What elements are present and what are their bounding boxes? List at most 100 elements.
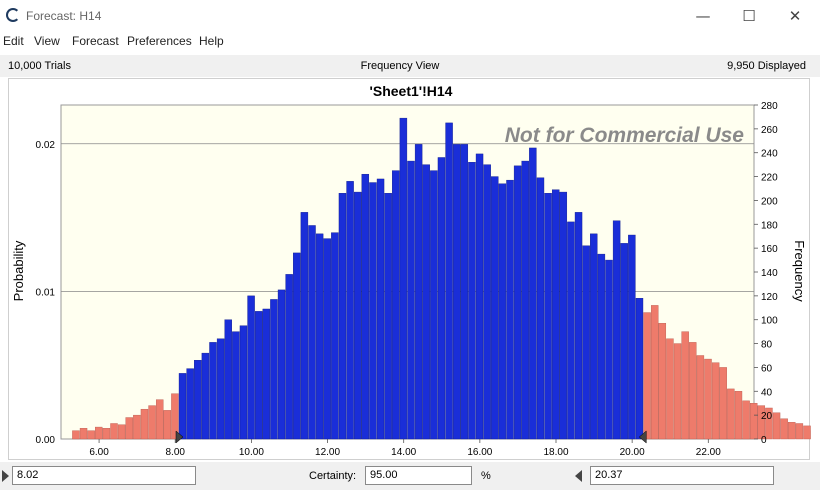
histogram-bar bbox=[666, 338, 674, 440]
histogram-bar bbox=[224, 319, 232, 440]
histogram-bar bbox=[117, 424, 126, 440]
x-tick-label: 16.00 bbox=[467, 447, 492, 458]
histogram-bar bbox=[140, 408, 149, 440]
histogram-bar bbox=[567, 221, 575, 440]
y2-tick-label: 40 bbox=[761, 387, 773, 398]
histogram-bar bbox=[574, 212, 583, 440]
histogram-bar bbox=[445, 122, 453, 440]
left-grabber-icon[interactable] bbox=[2, 470, 9, 482]
histogram-bar bbox=[437, 157, 446, 440]
y2-tick-label: 220 bbox=[761, 173, 778, 184]
frequency-chart: 'Sheet1'!H14 0.00 0.01 0.02 0 20 40 60 80 100 12… bbox=[11, 83, 820, 458]
histogram-bar bbox=[468, 162, 476, 440]
histogram-bar bbox=[635, 298, 644, 440]
lower-cut-marker-icon[interactable] bbox=[175, 430, 184, 444]
histogram-bar bbox=[689, 342, 697, 440]
histogram-bar bbox=[498, 183, 507, 440]
upper-bound-field[interactable]: 20.37 bbox=[590, 466, 774, 485]
menu-preferences[interactable]: Preferences bbox=[127, 34, 192, 48]
y2-tick-label: 60 bbox=[761, 363, 773, 374]
chart-title: 'Sheet1'!H14 bbox=[370, 83, 453, 99]
histogram-bar bbox=[262, 308, 271, 440]
certainty-label: Certainty: bbox=[309, 470, 357, 482]
right-grabber-icon[interactable] bbox=[575, 470, 582, 482]
window-title: Forecast: H14 bbox=[26, 9, 102, 23]
histogram-bar bbox=[163, 410, 172, 440]
histogram-bar bbox=[95, 426, 103, 440]
histogram-bar bbox=[734, 391, 743, 440]
close-button[interactable]: ✕ bbox=[788, 7, 802, 25]
histogram-bar bbox=[270, 299, 278, 440]
histogram-bar bbox=[178, 373, 187, 440]
histogram-bar bbox=[277, 289, 286, 440]
y2-tick-label: 180 bbox=[761, 220, 778, 231]
histogram-bar bbox=[582, 245, 590, 440]
histogram-bar bbox=[239, 325, 248, 440]
maximize-button[interactable]: ☐ bbox=[742, 7, 756, 25]
y2-tick-label: 140 bbox=[761, 268, 778, 279]
histogram-bar bbox=[491, 176, 499, 440]
y-tick-label: 0.01 bbox=[36, 287, 56, 298]
histogram-bar bbox=[315, 233, 324, 440]
histogram-bar bbox=[308, 225, 316, 440]
y2-tick-label: 80 bbox=[761, 340, 773, 351]
histogram-bar bbox=[369, 182, 377, 440]
x-tick-label: 20.00 bbox=[620, 447, 645, 458]
histogram-bar bbox=[323, 238, 331, 440]
histogram-bar bbox=[658, 323, 667, 440]
menu-help[interactable]: Help bbox=[199, 34, 224, 48]
histogram-bar bbox=[559, 191, 568, 440]
trials-count: 10,000 Trials bbox=[8, 60, 71, 72]
histogram-bar bbox=[788, 422, 796, 440]
histogram-bar bbox=[186, 368, 194, 440]
histogram-bar bbox=[422, 164, 430, 440]
histogram-bar bbox=[780, 418, 788, 440]
histogram-bar bbox=[544, 193, 552, 440]
certainty-field[interactable]: 95.00 bbox=[365, 466, 472, 485]
histogram-bar bbox=[452, 144, 461, 440]
histogram-bar bbox=[727, 388, 735, 440]
histogram-bar bbox=[430, 170, 438, 440]
histogram-bar bbox=[795, 423, 804, 440]
histogram-bar bbox=[536, 177, 545, 440]
histogram-bar bbox=[765, 407, 773, 440]
histogram-bar bbox=[209, 342, 217, 440]
x-tick-label: 12.00 bbox=[315, 447, 340, 458]
menu-edit[interactable]: Edit bbox=[3, 34, 24, 48]
histogram-bar bbox=[590, 233, 598, 440]
histogram-bar bbox=[285, 274, 293, 440]
histogram-bar bbox=[681, 331, 689, 440]
histogram-bar bbox=[704, 358, 712, 440]
x-tick-label: 8.00 bbox=[165, 447, 185, 458]
histogram-bar bbox=[399, 117, 408, 440]
menu-forecast[interactable]: Forecast bbox=[72, 34, 119, 48]
histogram-bar bbox=[772, 412, 781, 440]
histogram-bar bbox=[102, 428, 111, 440]
histogram-bar bbox=[483, 164, 491, 440]
y2-tick-label: 240 bbox=[761, 149, 778, 160]
histogram-bar bbox=[361, 173, 370, 440]
lower-bound-field[interactable]: 8.02 bbox=[12, 466, 196, 485]
histogram-bar bbox=[331, 232, 339, 440]
histogram-bar bbox=[521, 160, 529, 440]
title-bar: Forecast: H14 — ☐ ✕ bbox=[0, 0, 820, 32]
histogram-bar bbox=[803, 425, 811, 440]
histogram-bar bbox=[110, 423, 118, 440]
histogram-bar bbox=[232, 331, 240, 440]
minimize-button[interactable]: — bbox=[695, 7, 711, 25]
upper-cut-marker-icon[interactable] bbox=[638, 430, 647, 444]
y2-tick-label: 100 bbox=[761, 316, 778, 327]
histogram-bar bbox=[194, 360, 202, 440]
info-bar: 10,000 Trials Frequency View 9,950 Displ… bbox=[0, 55, 820, 77]
histogram-bar bbox=[719, 367, 727, 440]
histogram-bar bbox=[460, 144, 469, 440]
menu-bar: Edit View Forecast Preferences Help bbox=[0, 32, 820, 52]
histogram-bar bbox=[673, 343, 682, 440]
menu-view[interactable]: View bbox=[34, 34, 60, 48]
histogram-bar bbox=[650, 305, 659, 440]
histogram-bar bbox=[628, 234, 636, 440]
y2-tick-label: 200 bbox=[761, 196, 778, 207]
chart-area: 'Sheet1'!H14 0.00 0.01 0.02 0 20 40 60 80 100 12… bbox=[8, 78, 820, 460]
histogram-bar bbox=[247, 295, 255, 440]
